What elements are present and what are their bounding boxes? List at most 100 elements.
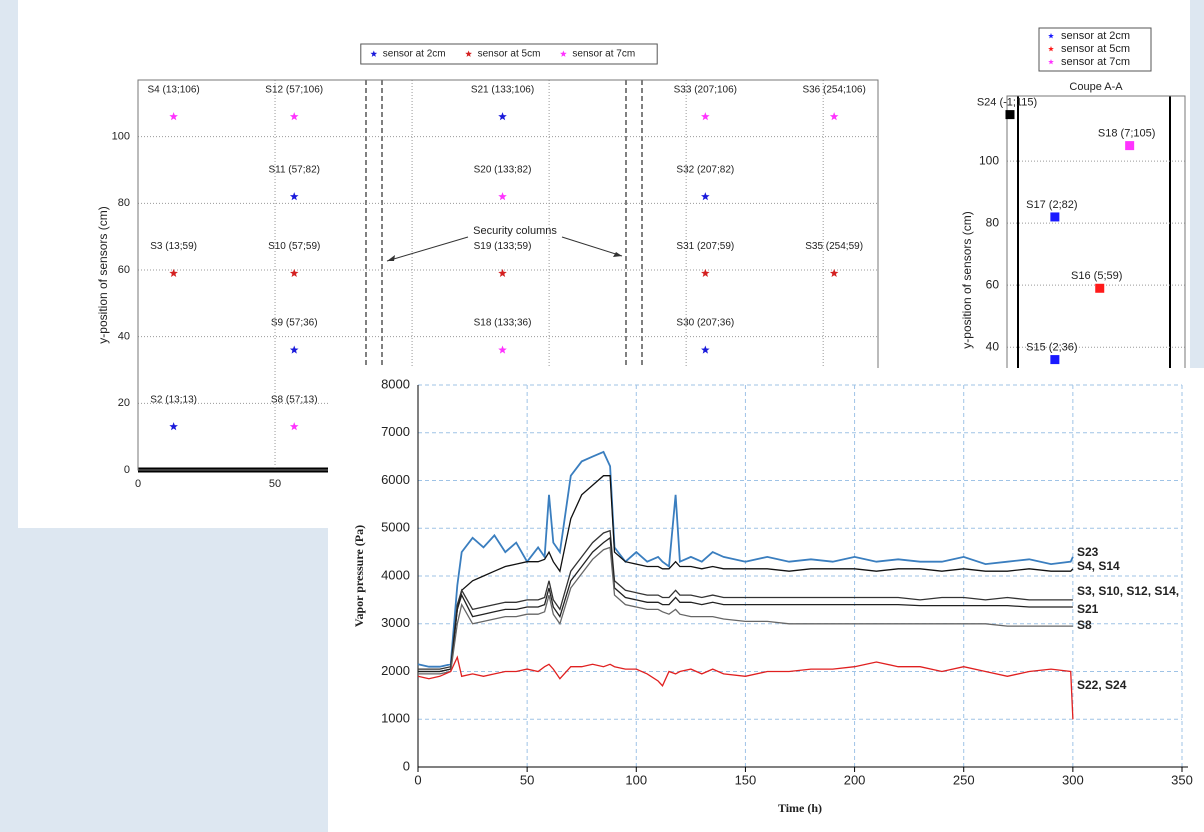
- y-axis-label: y-position of sensors (cm): [96, 206, 110, 343]
- section-panel: 40 60 80 100 y-position of sensors (cm) Coupe…: [958, 0, 1190, 373]
- point-label: S32 (207;82): [676, 164, 734, 175]
- marker: [498, 112, 507, 121]
- y-tick-label: 4000: [381, 567, 410, 582]
- point-label: S10 (57;59): [268, 241, 320, 252]
- marker: [289, 345, 299, 354]
- legend-marker: [560, 50, 567, 57]
- series-label: S3, S10, S12, S14,: [1077, 584, 1179, 598]
- point-label: S36 (254;106): [802, 84, 865, 95]
- x-tick-label: 0: [135, 478, 141, 490]
- marker: [1125, 141, 1135, 151]
- series-label: S4, S14: [1077, 559, 1120, 573]
- y-tick-label: 0: [124, 464, 130, 476]
- legend-label: sensor at 5cm: [478, 49, 541, 60]
- point-label: S12 (57;106): [265, 84, 323, 95]
- marker: [1050, 212, 1060, 222]
- y-tick-label: 80: [986, 215, 1000, 229]
- y-tick-label: 7000: [381, 424, 410, 439]
- legend-box: [1038, 27, 1152, 72]
- point-label: S16 (5;59): [1071, 270, 1122, 282]
- marker: [829, 112, 839, 121]
- marker: [498, 192, 507, 201]
- x-tick-label: 50: [520, 772, 534, 787]
- point-label: S9 (57;36): [271, 318, 318, 329]
- legend-label: sensor at 2cm: [1061, 30, 1130, 42]
- y-tick-label: 3000: [381, 615, 410, 630]
- marker: [701, 268, 710, 277]
- y-tick-label: 1000: [381, 711, 410, 726]
- x-tick-label: 50: [269, 478, 281, 490]
- point-label: S3 (13;59): [150, 241, 197, 252]
- point-label: S4 (13;106): [147, 84, 199, 95]
- point-label: S11 (57;82): [268, 164, 320, 175]
- marker: [701, 345, 710, 354]
- legend-marker: [370, 50, 378, 57]
- legend-marker: [1048, 46, 1054, 52]
- arrow-head: [387, 255, 395, 261]
- point-label: S24 (-1;115): [977, 97, 1037, 109]
- legend-marker: [1048, 59, 1054, 65]
- legend-label: sensor at 5cm: [1061, 43, 1130, 55]
- point-label: S20 (133;82): [474, 164, 532, 175]
- point-label: S19 (133;59): [474, 241, 532, 252]
- marker: [169, 422, 178, 431]
- x-tick-label: 200: [844, 772, 866, 787]
- legend-marker: [465, 50, 472, 57]
- y-tick-label: 80: [118, 197, 130, 209]
- marker: [701, 112, 710, 121]
- x-tick-label: 0: [414, 772, 421, 787]
- series-label: S8: [1077, 618, 1092, 632]
- legend-label: sensor at 7cm: [572, 49, 635, 60]
- point-label: S18 (7;105): [1098, 128, 1155, 140]
- point-label: S35 (254;59): [805, 241, 863, 252]
- series-label: S22, S24: [1077, 678, 1127, 692]
- marker: [1095, 283, 1105, 293]
- y-tick-label: 40: [986, 339, 1000, 353]
- point-label: S8 (57;13): [271, 394, 318, 405]
- y-tick-label: 60: [118, 264, 130, 276]
- series-label: S23: [1077, 545, 1099, 559]
- y-tick-label: 60: [986, 277, 1000, 291]
- series-line: [418, 536, 1073, 673]
- marker: [169, 268, 178, 277]
- legend-box: [360, 43, 658, 65]
- y-tick-label: 8000: [381, 376, 410, 391]
- marker: [498, 268, 507, 277]
- arrow-head: [613, 252, 622, 257]
- y-tick-label: 2000: [381, 663, 410, 678]
- annotation: Security columns: [473, 225, 557, 237]
- point-label: S30 (207;36): [676, 318, 734, 329]
- legend-label: sensor at 7cm: [1061, 56, 1130, 68]
- arrow: [386, 236, 469, 262]
- series-line: [418, 529, 1073, 670]
- y-tick-label: 40: [118, 331, 130, 343]
- marker: [169, 112, 178, 121]
- pressure-panel: 0 1000 2000 3000 4000 5000 6000 7000 8000 0 50 100 1…: [328, 368, 1204, 832]
- point-label: S31 (207;59): [676, 241, 734, 252]
- marker: [289, 422, 299, 431]
- y-tick-label: 100: [979, 153, 999, 167]
- y-tick-label: 20: [118, 397, 130, 409]
- marker: [289, 192, 299, 201]
- y-tick-label: 6000: [381, 472, 410, 487]
- point-label: S2 (13;13): [150, 394, 197, 405]
- y-tick-label: 0: [403, 758, 410, 773]
- marker: [498, 345, 507, 354]
- marker: [829, 268, 839, 277]
- chart-title: Coupe A-A: [1069, 81, 1123, 93]
- y-tick-label: 100: [112, 131, 130, 143]
- point-label: S17 (2;82): [1026, 199, 1077, 211]
- point-label: S18 (133;36): [474, 318, 532, 329]
- point-label: S15 (2;36): [1026, 342, 1077, 354]
- legend-marker: [1048, 33, 1054, 39]
- arrow: [561, 236, 623, 257]
- x-axis-label: Time (h): [778, 801, 822, 815]
- marker: [1050, 355, 1060, 365]
- x-tick-label: 300: [1062, 772, 1084, 787]
- marker: [289, 112, 299, 121]
- x-tick-label: 100: [625, 772, 647, 787]
- y-tick-label: 5000: [381, 520, 410, 535]
- y-axis-label: y-position of sensors (cm): [960, 211, 974, 348]
- marker: [701, 192, 710, 201]
